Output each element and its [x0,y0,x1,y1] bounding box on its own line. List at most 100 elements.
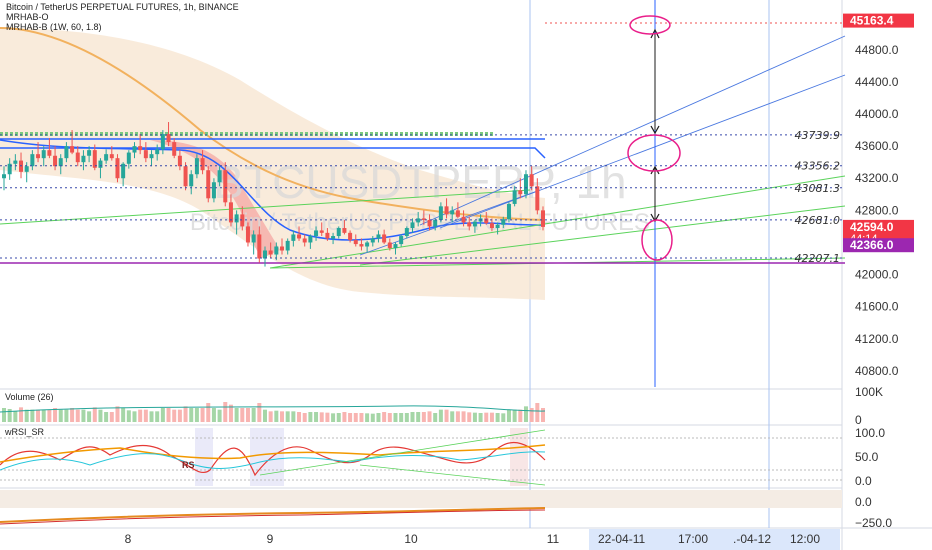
candle-body [382,234,387,243]
volume-bar [450,411,455,422]
volume-bar [160,408,165,422]
candle-body [75,152,80,163]
chart-title[interactable]: Bitcoin / TetherUS PERPETUAL FUTURES, 1h… [6,2,239,12]
volume-bar [291,411,296,422]
candle-body [81,155,86,163]
volume-bar [177,409,182,422]
volume-bar [19,407,24,422]
volume-bar [467,412,472,422]
rsi-tick: 0.0 [855,474,872,488]
volume-bar [104,412,109,422]
candle-body [30,154,35,167]
candle-body [36,154,41,159]
rsi-tick: 50.0 [855,450,879,464]
candle-body [484,218,489,224]
volume-bar [285,411,290,422]
price-tick-label: 41600.0 [855,300,899,314]
volume-bar [444,409,449,422]
candle-body [308,236,313,243]
rsi-legend[interactable]: wRSI_SR [4,427,45,437]
candle-body [70,146,75,153]
price-tick-label: 43600.0 [855,139,899,153]
volume-bar [484,412,489,422]
volume-bar [353,413,358,422]
volume-bar [376,413,381,422]
candle-body [87,150,92,156]
volume-bar [461,411,466,422]
volume-ma-line [0,405,546,413]
candle-body [319,230,324,233]
candle-body [529,174,534,187]
volume-bar [314,412,319,422]
candle-body [2,174,6,179]
volume-bar [416,412,421,422]
candle-body [314,230,319,237]
volume-bar [523,406,528,422]
volume-bar [245,408,250,422]
candle-body [234,214,239,223]
candle-body [438,206,443,220]
volume-bar [70,408,75,422]
volume-bar [92,407,97,422]
volume-bar [223,402,228,422]
candle-body [240,214,245,227]
candle-body [455,210,460,217]
volume-bar [53,408,58,422]
candle-body [138,146,143,151]
indicator-mrhab-o[interactable]: MRHAB-O [6,12,49,22]
price-tag-label: 45163.4 [850,14,894,28]
price-level-label: 42207.1 [795,252,841,265]
candle-body [121,163,126,179]
volume-bar [2,408,6,422]
candle-body [512,190,517,204]
indicator-mrhab-b[interactable]: MRHAB-B (1W, 60, 1.8) [6,22,102,32]
cci-band [0,490,842,508]
candle-body [297,234,302,239]
candle-body [404,228,409,237]
price-level-label: 43356.2 [795,160,841,173]
volume-bar [189,408,194,422]
volume-bar [501,413,506,422]
volume-bar [109,412,114,422]
price-tick-label: 44800.0 [855,43,899,57]
candle-body [421,218,426,220]
candle-body [268,250,273,255]
volume-bar [172,409,177,422]
candle-body [541,210,545,227]
candle-body [342,228,347,233]
volume-bar [410,412,415,422]
candle-body [433,219,438,227]
candle-body [393,244,398,249]
volume-bar [478,413,483,422]
volume-bar [280,411,285,422]
volume-bar [535,403,540,422]
candle-body [64,146,69,159]
candle-body [427,219,432,227]
candle-body [506,203,511,220]
volume-bar [58,409,63,422]
candle-body [257,234,262,259]
volume-legend[interactable]: Volume (26) [5,392,54,402]
volume-bar [455,411,460,422]
candle-body [353,240,358,245]
volume-bar [206,403,211,422]
volume-bar [308,412,313,422]
candle-body [115,158,120,179]
watermark-symbol: BTCUSDTPERP, 1h [213,156,626,208]
volume-bar [87,411,92,422]
candle-body [211,182,216,199]
candle-body [501,219,506,225]
time-badge-label: 12:00 [790,532,820,546]
volume-bar [342,412,347,422]
volume-bar [331,413,336,422]
price-tick-label: 43200.0 [855,171,899,185]
price-level-label: 42681.0 [795,214,841,227]
volume-bar [387,413,392,422]
cci-tick: −250.0 [855,516,892,530]
volume-bar [433,413,438,422]
time-axis[interactable]: 8 9 10 11 [125,532,560,546]
candle-body [53,155,58,167]
rsi-highlight [510,428,528,486]
volume-bar [240,408,245,422]
